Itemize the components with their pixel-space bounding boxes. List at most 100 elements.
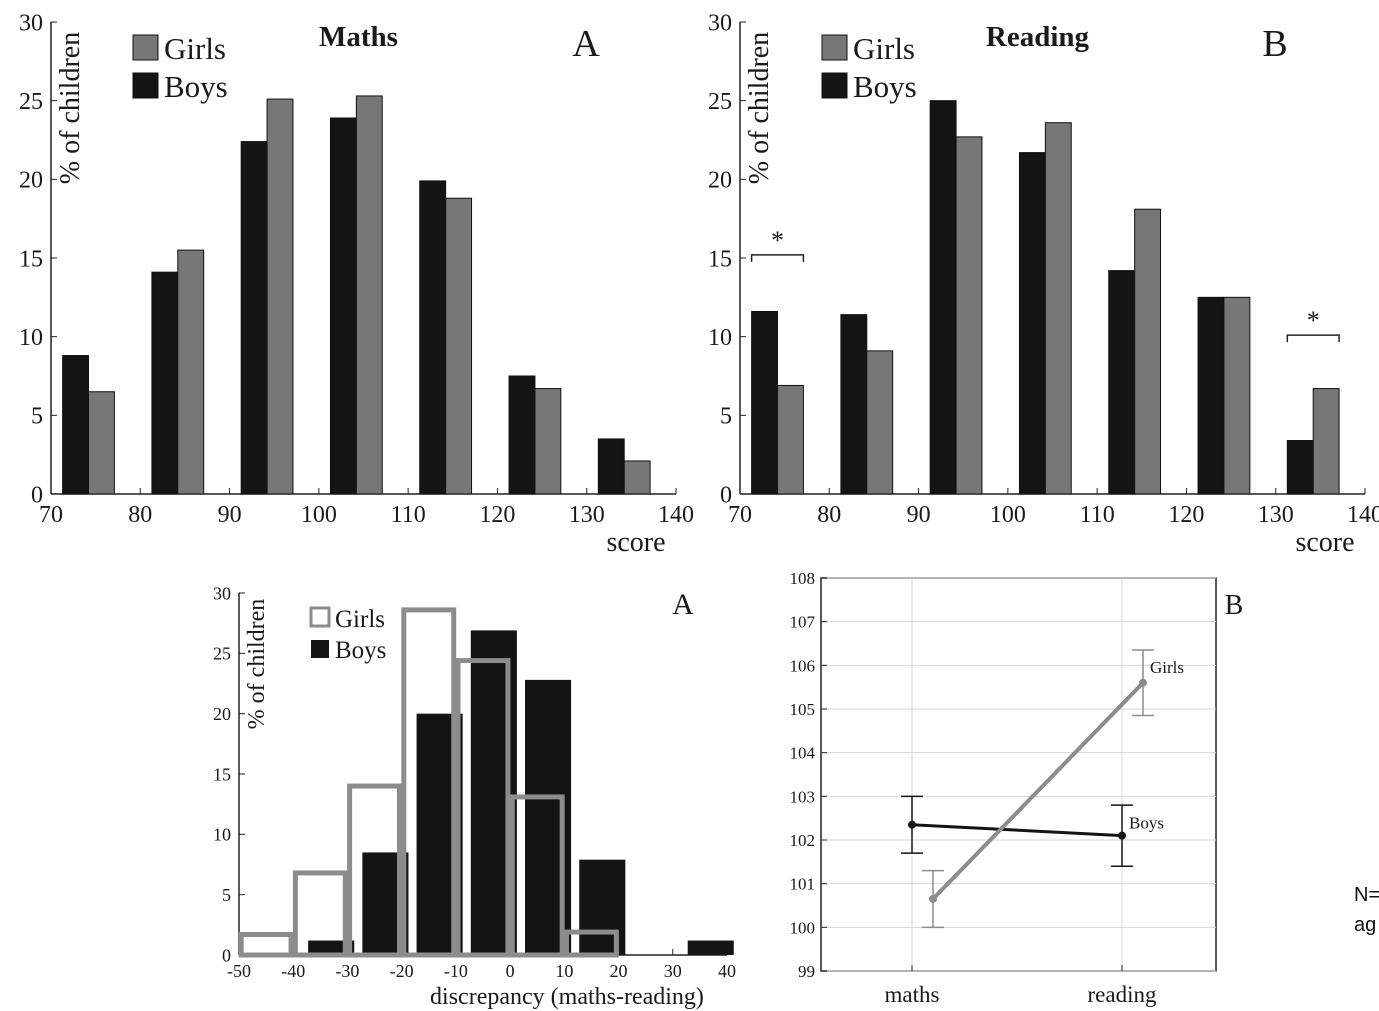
x-tick-label: -40 (281, 961, 305, 981)
significance-marker: * (771, 226, 784, 255)
x-tick-label: 110 (391, 502, 426, 528)
bar-girls (623, 460, 651, 495)
x-tick-label: 100 (990, 502, 1026, 528)
bar-boys (1108, 270, 1136, 495)
series-line-boys (911, 823, 1123, 838)
y-tick-label: 15 (213, 764, 231, 784)
y-tick-label: 101 (790, 875, 816, 894)
y-tick-label: 0 (720, 482, 732, 508)
bar-girls (88, 391, 115, 495)
y-tick-label: 20 (708, 168, 732, 194)
bar-boys (751, 310, 778, 495)
y-tick-label: 107 (790, 613, 816, 632)
x-tick-label: reading (1088, 982, 1157, 1007)
x-tick-label: 20 (610, 961, 628, 981)
plot-frame (820, 577, 1217, 972)
data-point-boys (908, 820, 916, 829)
y-tick-label: 20 (213, 704, 231, 724)
bar-boys (151, 271, 179, 495)
side-note: N= ag (1354, 880, 1379, 940)
bar-girls (238, 931, 294, 958)
x-tick-label: -20 (390, 961, 414, 981)
y-tick-label: 0 (222, 945, 231, 965)
y-tick-label: 5 (31, 404, 43, 430)
bar-boys (1197, 296, 1225, 495)
x-tick-label: 80 (128, 502, 152, 528)
series-label-girls: Girls (1150, 658, 1184, 677)
bar-boys (687, 940, 734, 955)
y-tick-label: 25 (708, 89, 732, 115)
y-tick-label: 15 (708, 246, 732, 272)
y-tick-label: 103 (790, 787, 816, 806)
bar-boys (1286, 440, 1314, 495)
legend-swatch-girls (821, 34, 848, 61)
bar-girls (401, 607, 457, 958)
y-tick-label: 15 (19, 246, 43, 272)
bar-girls (445, 197, 473, 495)
data-point-girls (929, 894, 937, 903)
y-tick-label: 100 (790, 918, 816, 937)
y-tick-label: 99 (798, 962, 815, 981)
bar-boys (329, 117, 357, 495)
x-tick-label: 140 (1347, 502, 1379, 528)
x-tick-label: 100 (301, 502, 337, 528)
y-axis-label: % of children (744, 32, 775, 184)
x-tick-label: 10 (555, 961, 573, 981)
x-tick-label: maths (885, 982, 940, 1007)
legend-label-girls: Girls (164, 31, 226, 66)
y-tick-label: 30 (213, 583, 231, 603)
bar-girls (177, 249, 205, 495)
side-note-line: ag (1354, 914, 1377, 936)
legend-label-boys: Boys (164, 69, 228, 104)
y-tick-label: 108 (790, 569, 816, 588)
x-tick-label: 70 (728, 502, 752, 528)
bar-boys (240, 141, 268, 495)
x-tick-label: 90 (907, 502, 931, 528)
panel-letter: A (572, 23, 600, 65)
bar-boys (1018, 152, 1046, 495)
bar-girls (1312, 388, 1340, 495)
bar-girls (777, 384, 804, 495)
legend-label-girls: Girls (335, 606, 385, 633)
y-tick-label: 10 (213, 825, 231, 845)
bar-girls (534, 388, 562, 495)
x-tick-label: 30 (664, 961, 682, 981)
series-label-boys: Boys (1129, 814, 1164, 833)
series-line-girls (931, 681, 1145, 901)
x-tick-label: 130 (569, 502, 605, 528)
x-tick-label: 120 (479, 502, 515, 528)
x-tick-label: -50 (227, 961, 251, 981)
data-point-girls (1139, 678, 1147, 687)
data-point-boys (1118, 831, 1126, 840)
panel-letter: B (1262, 23, 1287, 65)
x-tick-label: 120 (1168, 502, 1204, 528)
x-axis-label: discrepancy (maths-reading) (430, 984, 704, 1010)
bar-girls (266, 98, 294, 495)
y-tick-label: 5 (720, 404, 732, 430)
bar-boys (419, 180, 447, 495)
significance-bracket (750, 254, 805, 262)
chart-title: Maths (319, 21, 398, 53)
legend-swatch-boys (132, 72, 159, 99)
reading-histogram-panel: 0 5 10 15 20 25 30 70 80 90 100 110 120 130 140 Reading… (708, 10, 1379, 558)
y-tick-label: 25 (213, 644, 231, 664)
bar-girls (1223, 296, 1251, 495)
x-tick-label: 140 (658, 502, 694, 528)
y-tick-label: 105 (790, 700, 816, 719)
x-tick-label: 40 (718, 961, 736, 981)
bar-girls (455, 658, 511, 958)
bar-girls (1044, 122, 1072, 495)
bar-girls (355, 95, 383, 495)
discrepancy-histogram-panel: 0 5 10 15 20 25 30 -50 -40 -30 -20 -10 0 10 20 30 40 A % o… (213, 583, 736, 1010)
x-tick-label: -10 (444, 961, 468, 981)
x-tick-label: 70 (39, 502, 63, 528)
side-note-line: N= (1354, 884, 1379, 906)
x-axis-label: score (1295, 527, 1354, 558)
bar-boys (508, 375, 536, 495)
x-tick-label: 80 (817, 502, 841, 528)
bar-boys (840, 314, 868, 495)
x-tick-label: -30 (335, 961, 359, 981)
legend-label-boys: Boys (335, 637, 386, 664)
y-tick-label: 30 (708, 10, 732, 36)
